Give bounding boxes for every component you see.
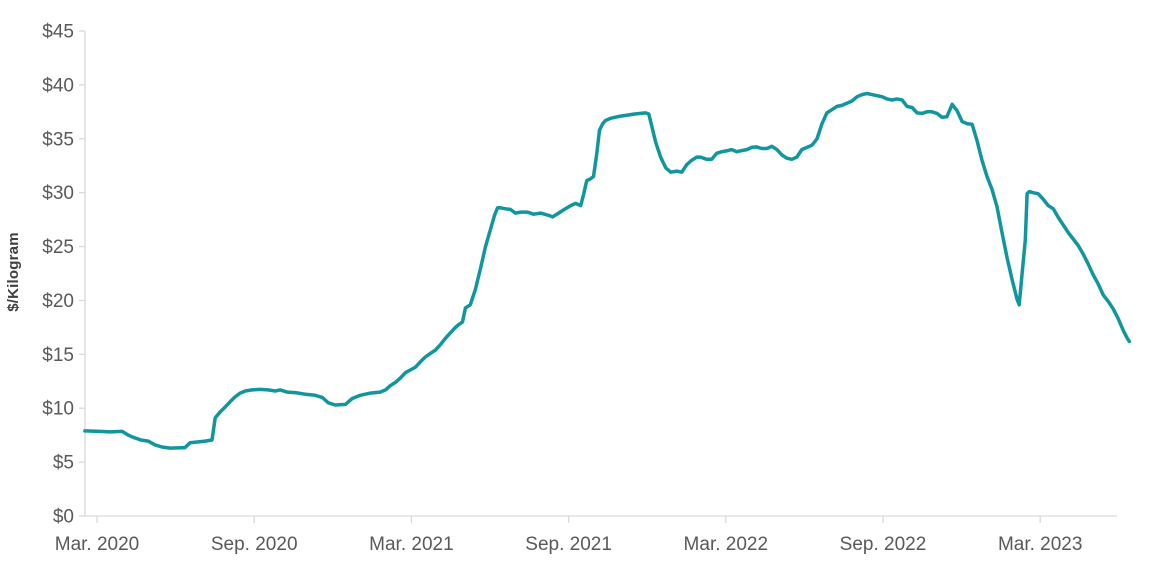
y-tick-label: $40	[42, 75, 74, 96]
y-tick-label: $15	[42, 345, 74, 366]
y-tick-label: $10	[42, 399, 74, 420]
price-series-line	[83, 91, 1132, 450]
x-tick-label: Sep. 2020	[211, 534, 298, 555]
y-tick-label: $0	[53, 507, 74, 528]
x-tick-label: Mar. 2021	[369, 534, 454, 555]
y-tick-label: $5	[53, 453, 74, 474]
y-tick-label: $20	[42, 291, 74, 312]
x-tick-label: Sep. 2022	[840, 534, 927, 555]
y-tick-label: $35	[42, 129, 74, 150]
x-tick-label: Mar. 2022	[684, 534, 769, 555]
x-tick-label: Sep. 2021	[525, 534, 612, 555]
y-tick-label: $45	[42, 22, 74, 43]
y-tick-label: $25	[42, 237, 74, 258]
y-tick-label: $30	[42, 183, 74, 204]
x-tick-label: Mar. 2023	[998, 534, 1083, 555]
x-tick-label: Mar. 2020	[55, 534, 140, 555]
